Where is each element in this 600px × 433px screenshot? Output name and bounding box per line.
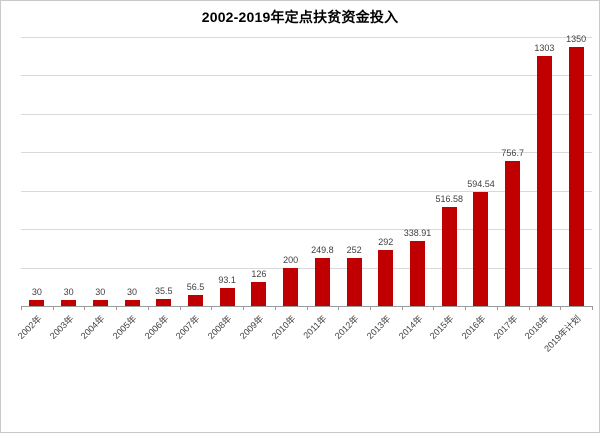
x-axis-tick (179, 306, 181, 310)
x-axis-tick (401, 306, 403, 310)
data-label: 756.7 (501, 148, 524, 158)
data-label: 338.91 (403, 228, 432, 238)
x-axis-tick (465, 306, 467, 310)
bar-2012年 (346, 258, 362, 306)
data-label: 516.58 (435, 194, 464, 204)
data-label: 126 (251, 269, 267, 279)
bar-2015年 (441, 207, 457, 306)
x-axis-tick (84, 306, 86, 310)
gridline-600 (21, 190, 592, 192)
x-axis-tick (338, 306, 340, 310)
data-label: 252 (346, 245, 362, 255)
bar-2010年 (283, 268, 299, 306)
x-axis-tick (21, 306, 22, 310)
data-label: 30 (63, 287, 74, 297)
data-label: 200 (283, 255, 299, 265)
data-label: 30 (95, 287, 106, 297)
bar-2014年 (410, 241, 426, 306)
bar-2017年 (505, 161, 521, 306)
bar-2007年 (187, 295, 203, 306)
gridline-1000 (21, 113, 592, 115)
bar-2019年计划 (568, 47, 584, 306)
bar-2018年 (536, 56, 552, 306)
x-axis-tick (528, 306, 530, 310)
x-axis-tick (592, 306, 593, 310)
x-axis-tick (496, 306, 498, 310)
bar-2008年 (219, 288, 235, 306)
data-label: 1303 (534, 43, 555, 53)
bar-2009年 (251, 282, 267, 306)
data-label: 249.8 (311, 245, 334, 255)
x-axis-tick (52, 306, 54, 310)
bar-2004年 (92, 300, 108, 306)
bar-2006年 (156, 299, 172, 306)
bar-2005年 (124, 300, 140, 306)
gridline-1200 (21, 75, 592, 77)
gridline-1400 (21, 37, 592, 38)
bar-2016年 (473, 192, 489, 306)
data-label: 1350 (566, 34, 587, 44)
x-axis-tick (116, 306, 118, 310)
data-label: 594.54 (467, 179, 495, 189)
x-axis-tick (211, 306, 213, 310)
chart-title: 2002-2019年定点扶贫资金投入 (201, 9, 399, 25)
plot-area: 30 2002年 30 2003年 30 2004年 30 2005年 35.5 2006年 56.… (16, 34, 593, 354)
x-axis-tick (243, 306, 245, 310)
gridline-200 (21, 267, 592, 269)
data-label: 35.5 (154, 286, 173, 296)
gridline-400 (21, 229, 592, 231)
data-label: 56.5 (186, 282, 205, 292)
data-label: 30 (31, 287, 42, 297)
x-axis-tick (147, 306, 149, 310)
x-axis-tick (369, 306, 371, 310)
bar-2011年 (314, 258, 330, 306)
x-axis-tick (433, 306, 435, 310)
data-label: 93.1 (218, 275, 236, 285)
bar-2002年 (29, 300, 45, 306)
x-axis-tick (274, 306, 276, 310)
data-label: 292 (378, 237, 394, 247)
gridline-800 (21, 152, 592, 154)
bar-2003年 (61, 300, 77, 306)
x-axis-tick (560, 306, 562, 310)
bar-2013年 (378, 250, 394, 306)
x-axis-tick (306, 306, 308, 310)
data-label: 30 (127, 287, 138, 297)
